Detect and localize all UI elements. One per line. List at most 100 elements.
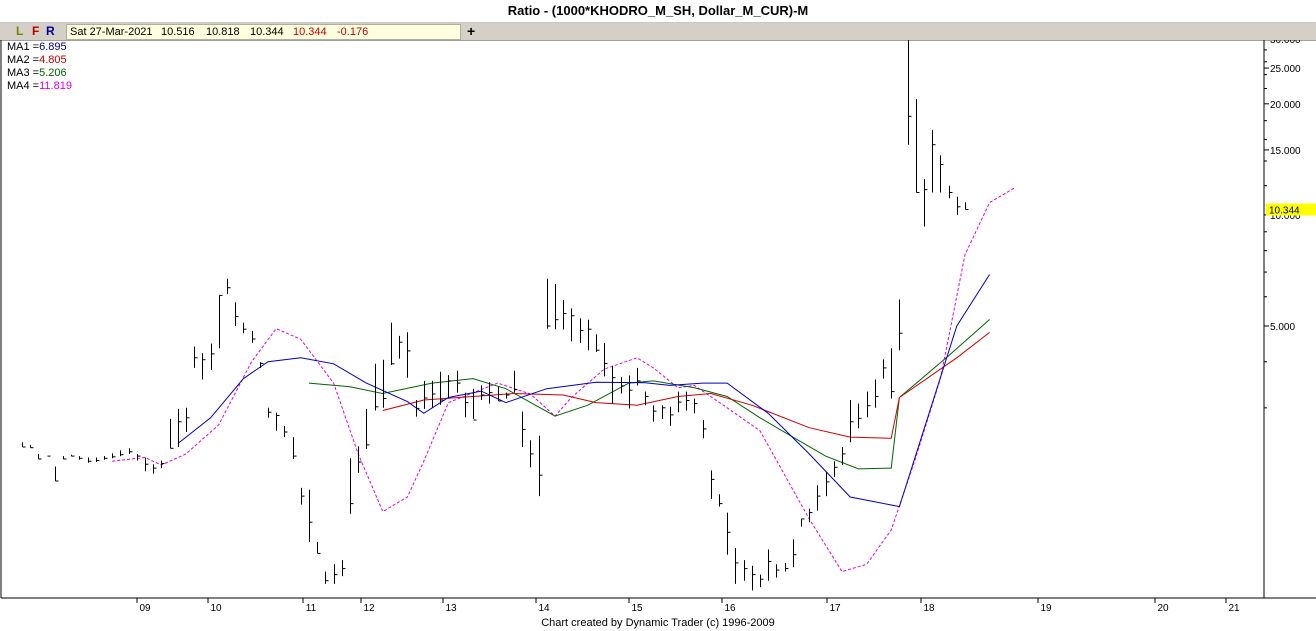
price-bar — [686, 391, 690, 411]
legend-ma4: MA4 =11.819 — [7, 80, 72, 93]
price-bar — [604, 342, 608, 377]
quote-low: 10.344 — [250, 26, 284, 38]
price-bar — [555, 283, 559, 330]
price-bar — [416, 400, 420, 417]
x-tick-label: 13 — [445, 603, 457, 614]
price-bar — [284, 425, 288, 438]
x-tick-label: 18 — [923, 603, 935, 614]
price-bar — [145, 457, 149, 472]
price-bar — [867, 391, 871, 418]
price-bar — [768, 549, 772, 581]
price-bar — [498, 386, 502, 402]
legend-ma3-value: 5.206 — [39, 67, 67, 79]
r-button[interactable]: R — [46, 24, 55, 38]
price-bar — [694, 398, 698, 414]
info-bar: L F R Sat 27-Mar-2021 10.516 10.818 10.3… — [0, 23, 1316, 41]
price-bar — [260, 362, 264, 368]
f-button[interactable]: F — [32, 24, 40, 38]
price-bar — [653, 405, 657, 422]
price-bar — [612, 365, 616, 404]
price-bar — [547, 278, 551, 329]
price-bar — [350, 458, 354, 514]
price-bar — [957, 196, 961, 215]
price-bar — [703, 420, 707, 439]
price-bar — [883, 359, 887, 379]
price-bar — [571, 308, 575, 342]
price-bar — [932, 129, 936, 193]
price-bar — [563, 300, 567, 330]
x-tick-label: 10 — [210, 603, 222, 614]
current-price-label: 10.344 — [1269, 205, 1300, 216]
legend-ma2-value: 4.805 — [39, 54, 67, 66]
y-tick-label: 5.000 — [1270, 322, 1295, 333]
price-bar — [55, 466, 59, 482]
quote-open: 10.516 — [161, 26, 195, 38]
legend-ma3-label: MA3 = — [7, 67, 40, 79]
price-bar — [211, 343, 215, 370]
price-bar — [334, 564, 338, 584]
legend-ma2: MA2 =4.805 — [7, 54, 72, 67]
price-bar — [227, 278, 231, 295]
price-bar — [940, 155, 944, 193]
price-bar — [194, 346, 198, 368]
ma4-line — [112, 187, 1015, 573]
price-bar — [530, 440, 534, 468]
price-bar — [137, 453, 141, 461]
ma3-line — [308, 319, 990, 470]
price-bar — [711, 470, 715, 499]
price-bar — [645, 391, 649, 406]
price-bar — [63, 456, 67, 460]
price-bar — [473, 388, 477, 421]
legend-ma4-label: MA4 = — [7, 80, 40, 92]
price-bar — [432, 380, 436, 408]
price-chart[interactable]: 30.000 25.000 20.000 15.000 10.000 5.000 09 10 1… — [0, 40, 1316, 615]
quote-change: -0.176 — [337, 26, 369, 38]
x-tick-label: 09 — [139, 603, 151, 614]
price-bar — [465, 392, 469, 418]
y-tick-label: 10.000 — [1270, 211, 1301, 222]
price-bar — [317, 541, 321, 554]
price-bar — [891, 348, 895, 399]
price-bar — [96, 457, 100, 462]
l-button[interactable]: L — [16, 24, 24, 38]
price-bar — [776, 564, 780, 578]
x-tick-label: 20 — [1157, 603, 1169, 614]
price-bar — [842, 447, 846, 465]
price-bar — [366, 408, 370, 449]
price-bar — [826, 472, 830, 497]
price-bar — [916, 99, 920, 193]
price-bar — [744, 560, 748, 581]
price-bar — [834, 461, 838, 477]
x-tick-label: 19 — [1040, 603, 1052, 614]
price-bar — [801, 518, 805, 527]
price-bar — [448, 375, 452, 399]
price-bar — [817, 485, 821, 511]
y-tick-label: 25.000 — [1270, 64, 1301, 75]
price-bar — [629, 375, 633, 409]
price-bar — [129, 448, 133, 454]
quote-close: 10.344 — [293, 26, 327, 38]
price-bar — [399, 335, 403, 359]
chart-title: Ratio - (1000*KHODRO_M_SH, Dollar_M_CUR)… — [0, 0, 1316, 23]
ma-legend: MA1 =6.895 MA2 =4.805 MA3 =5.206 MA4 =11… — [7, 41, 72, 93]
x-tick-label: 12 — [363, 603, 375, 614]
legend-ma2-label: MA2 = — [7, 54, 40, 66]
price-bar — [850, 400, 854, 443]
price-bar — [596, 334, 600, 352]
price-bar — [407, 332, 411, 378]
price-bar — [899, 299, 903, 351]
price-bar — [293, 437, 297, 459]
price-bar — [735, 548, 739, 584]
price-bar — [793, 539, 797, 568]
price-bar — [760, 574, 764, 588]
price-bar — [621, 377, 625, 394]
price-bar — [670, 406, 674, 426]
footer-credit: Chart created by Dynamic Trader (c) 1996… — [541, 617, 775, 629]
price-bar — [924, 179, 928, 227]
price-bar — [965, 202, 969, 210]
plus-icon[interactable]: + — [467, 23, 476, 39]
price-bar — [71, 454, 75, 457]
price-bar — [514, 370, 518, 393]
price-bar — [522, 411, 526, 447]
y-tick-label: 20.000 — [1270, 100, 1301, 111]
